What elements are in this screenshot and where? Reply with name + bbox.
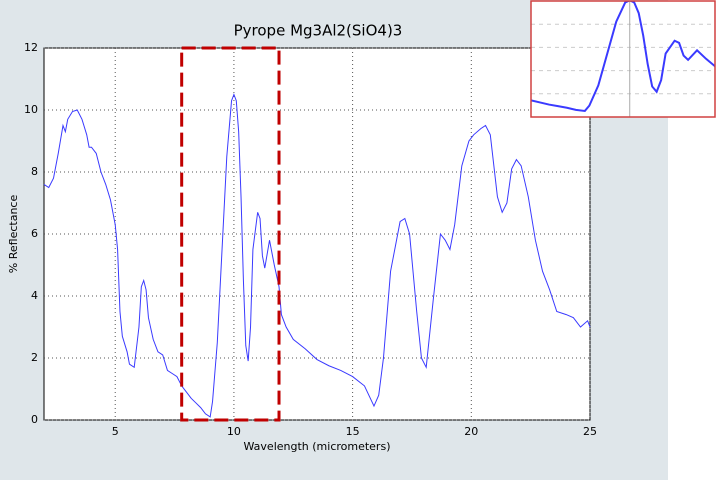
x-tick-label: 20 [464, 425, 478, 438]
y-tick-label: 6 [31, 227, 38, 240]
x-tick-label: 10 [227, 425, 241, 438]
x-tick-label: 25 [583, 425, 597, 438]
inset-border [530, 0, 716, 118]
data-line [43, 93, 591, 418]
x-tick-label: 5 [112, 425, 119, 438]
y-tick-label: 4 [31, 289, 38, 302]
x-axis-label: Wavelength (micrometers) [244, 440, 391, 453]
x-tick-label: 15 [346, 425, 360, 438]
y-tick-label: 0 [31, 413, 38, 426]
highlight-box [180, 46, 281, 422]
inset-panel [531, 1, 715, 117]
chart-title: Pyrope Mg3Al2(SiO4)3 [234, 22, 403, 40]
y-tick-label: 8 [31, 165, 38, 178]
inset [531, 1, 715, 117]
data-line [531, 1, 715, 112]
y-axis-label: % Reflectance [7, 195, 20, 274]
y-tick-label: 12 [24, 41, 38, 54]
y-tick-label: 2 [31, 351, 38, 364]
y-tick-label: 10 [24, 103, 38, 116]
